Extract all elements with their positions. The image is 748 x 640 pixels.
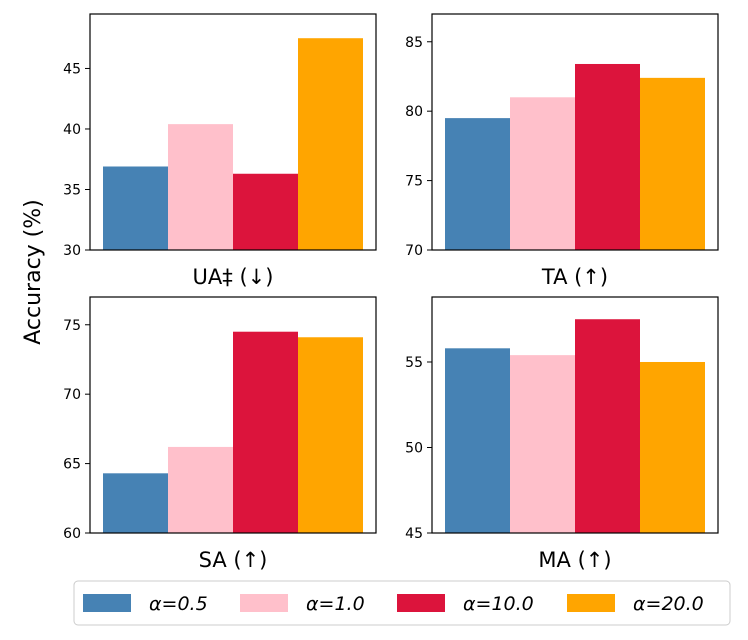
panel-frame-1 [431,13,719,251]
legend-swatch-2 [397,594,445,612]
y-tick-label: 45 [63,61,81,77]
panel-0: 30 35 40 45 UA‡ (↓) [63,13,377,289]
panel-1: 70 75 80 85 TA (↑) [405,13,719,289]
bar-panel1-series3 [640,77,705,250]
bar-panel2-series1 [168,446,233,533]
legend-label-3: α=20.0 [633,593,704,615]
panel-frame-0 [89,13,377,251]
legend: α=0.5 α=1.0 α=10.0 α=20.0 [73,580,731,626]
panel-frame-3 [431,296,719,534]
y-tick-label: 65 [63,457,81,473]
bar-panel2-series0 [103,473,168,533]
panel-title: UA‡ (↓) [193,265,274,289]
bar-panel0-series1 [168,124,233,250]
bar-panel1-series2 [575,63,640,251]
legend-swatch-1 [240,594,288,612]
bar-panel2-series3 [298,337,363,533]
bar-panel0-series2 [233,173,298,250]
y-tick-label: 80 [405,104,423,120]
legend-swatch-0 [83,594,131,612]
panel-title: SA (↑) [199,548,268,572]
y-axis-label: Accuracy (%) [21,199,46,345]
y-tick-label: 75 [63,318,81,334]
y-tick-label: 30 [63,243,81,259]
bar-panel0-series3 [298,38,363,251]
bar-panel2-series2 [233,331,298,533]
bar-panel1-series0 [445,118,510,251]
bar-panel3-series3 [640,361,705,533]
y-tick-label: 50 [405,440,423,456]
bar-panel3-series1 [510,355,575,533]
y-tick-label: 75 [405,174,423,190]
bar-panel3-series0 [445,348,510,533]
y-tick-label: 85 [405,35,423,51]
panels: 30 35 40 45 UA‡ (↓) 70 75 80 85 TA (↑) 60 65 70 75 SA … [63,13,719,572]
legend-swatch-3 [567,594,615,612]
y-tick-label: 60 [63,526,81,542]
legend-label-0: α=0.5 [149,593,208,615]
y-tick-label: 70 [405,243,423,259]
legend-label-1: α=1.0 [306,593,365,615]
y-tick-label: 45 [405,526,423,542]
panel-3: 45 50 55 MA (↑) [405,296,719,572]
panel-frame-2 [89,296,377,534]
bar-panel1-series1 [510,97,575,250]
y-tick-label: 70 [63,387,81,403]
legend-label-2: α=10.0 [463,593,534,615]
panel-title: MA (↑) [538,548,611,572]
bar-panel3-series2 [575,319,640,533]
panel-2: 60 65 70 75 SA (↑) [63,296,377,572]
y-tick-label: 35 [63,182,81,198]
y-tick-label: 40 [63,122,81,138]
y-tick-label: 55 [405,355,423,371]
bar-panel0-series0 [103,166,168,250]
panel-title: TA (↑) [541,265,608,289]
